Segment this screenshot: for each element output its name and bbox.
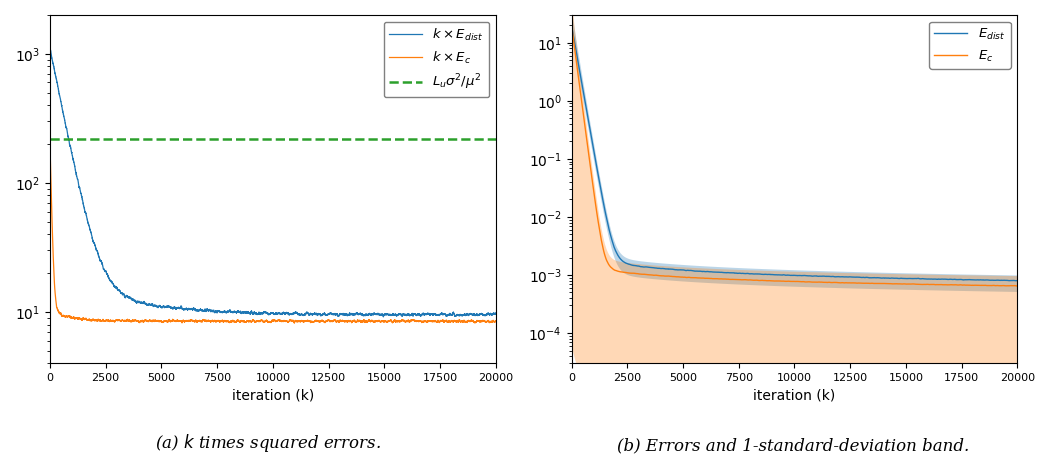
$L_u\sigma^2/\mu^2$ (44, 136, 57, 141)
$k \times E_{dist}$ (313, 312, 326, 317)
$E_c$ (565, 22, 578, 28)
$E_c$ (852, 280, 864, 286)
$k \times E_{dist}$ (44, 45, 57, 50)
$k \times E_c$ (461, 319, 474, 325)
$E_{dist}$ (676, 267, 689, 273)
$E_{dist}$ (982, 277, 994, 283)
$k \times E_{dist}$ (461, 311, 474, 317)
$k \times E_{dist}$ (377, 314, 390, 319)
$k \times E_{dist}$ (363, 311, 376, 317)
$E_c$ (835, 280, 847, 285)
$k \times E_{dist}$ (330, 312, 342, 318)
$k \times E_{dist}$ (254, 310, 267, 316)
Legend: $k \times E_{dist}$, $k \times E_c$, $L_u\sigma^2/\mu^2$: $k \times E_{dist}$, $k \times E_c$, $L_… (383, 22, 489, 97)
$k \times E_c$ (330, 319, 342, 325)
$k \times E_c$ (489, 319, 502, 324)
$E_{dist}$ (776, 272, 789, 278)
Line: $E_c$: $E_c$ (571, 25, 1017, 286)
$E_c$ (982, 283, 994, 288)
$k \times E_c$ (154, 319, 167, 324)
$k \times E_{dist}$ (154, 305, 167, 310)
Legend: $E_{dist}$, $E_c$: $E_{dist}$, $E_c$ (929, 22, 1011, 69)
$E_c$ (776, 279, 789, 284)
Text: (b) Errors and 1-standard-deviation band.: (b) Errors and 1-standard-deviation band… (616, 437, 969, 454)
Line: $k \times E_c$: $k \times E_c$ (50, 141, 496, 323)
$E_{dist}$ (852, 274, 864, 280)
X-axis label: iteration (k): iteration (k) (753, 389, 836, 403)
$k \times E_c$ (44, 139, 57, 144)
X-axis label: iteration (k): iteration (k) (232, 389, 314, 403)
Text: (a) $k$ times squared errors.: (a) $k$ times squared errors. (154, 432, 381, 454)
$E_c$ (1011, 283, 1024, 289)
$L_u\sigma^2/\mu^2$ (44, 136, 57, 141)
$E_{dist}$ (835, 274, 847, 280)
$k \times E_c$ (288, 320, 300, 326)
$k \times E_{dist}$ (489, 310, 502, 316)
$k \times E_c$ (254, 318, 267, 323)
$k \times E_c$ (363, 318, 376, 323)
$k \times E_c$ (313, 319, 326, 325)
$E_c$ (884, 281, 897, 286)
$E_{dist}$ (1009, 278, 1022, 284)
$E_{dist}$ (1011, 278, 1024, 283)
$E_c$ (676, 274, 689, 280)
Line: $E_{dist}$: $E_{dist}$ (571, 26, 1017, 281)
Line: $k \times E_{dist}$: $k \times E_{dist}$ (50, 48, 496, 317)
$E_{dist}$ (565, 23, 578, 28)
$E_{dist}$ (884, 275, 897, 281)
